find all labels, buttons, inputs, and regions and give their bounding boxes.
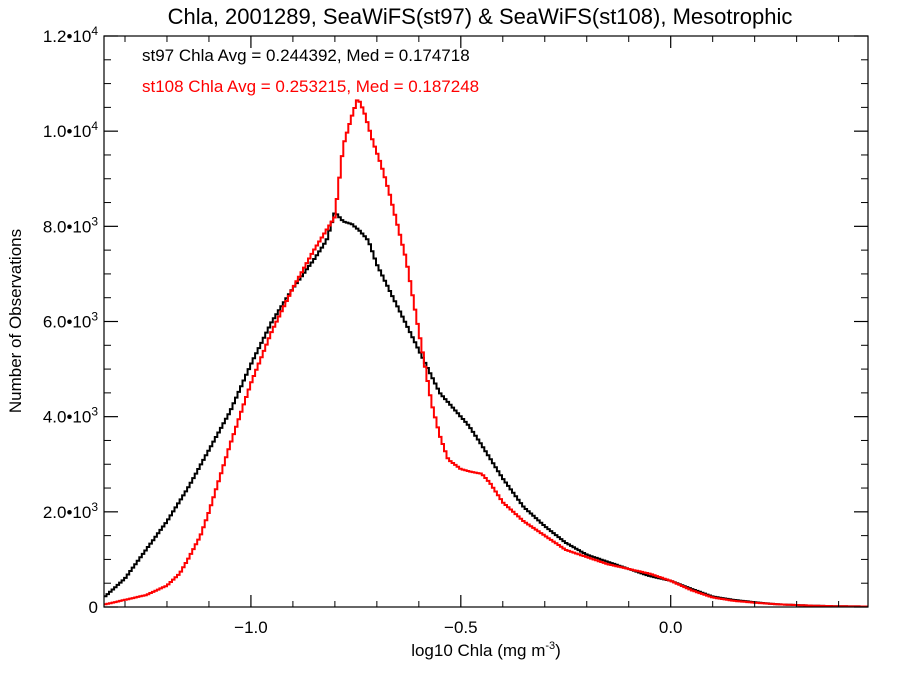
y-tick-label-1: 2.0•103 xyxy=(43,500,99,522)
x-tick-label-2: 0.0 xyxy=(659,618,683,637)
x-tick-label-0: −1.0 xyxy=(234,618,268,637)
annotation-st108: st108 Chla Avg = 0.253215, Med = 0.18724… xyxy=(142,77,479,96)
y-tick-label-2: 4.0•103 xyxy=(43,405,99,427)
y-tick-label-3: 6.0•103 xyxy=(43,310,99,332)
x-axis-label-text: log10 Chla (mg m xyxy=(411,641,545,660)
x-axis: −1.0 −0.5 0.0 xyxy=(124,36,840,637)
x-axis-label-close: ) xyxy=(555,641,561,660)
series-1-line xyxy=(104,99,868,608)
y-tick-label-5: 1.0•104 xyxy=(43,119,99,141)
y-axis-label: Number of Observations xyxy=(6,229,25,413)
annotations: st97 Chla Avg = 0.244392, Med = 0.174718… xyxy=(142,46,479,96)
x-axis-label-sup: -3 xyxy=(545,640,555,652)
plot-frame xyxy=(103,35,869,608)
x-axis-label: log10 Chla (mg m-3) xyxy=(411,640,561,660)
series-layer xyxy=(104,99,868,608)
y-tick-label-6: 1.2•104 xyxy=(43,24,99,46)
x-tick-label-1: −0.5 xyxy=(444,618,478,637)
y-tick-label-4: 8.0•103 xyxy=(43,214,99,236)
chart-title: Chla, 2001289, SeaWiFS(st97) & SeaWiFS(s… xyxy=(168,4,793,29)
y-tick-label-0: 0 xyxy=(89,598,98,617)
y-axis: 0 2.0•103 4.0•103 6.0•103 8.0•103 1.0•104 1.2•… xyxy=(43,24,868,617)
annotation-st97: st97 Chla Avg = 0.244392, Med = 0.174718 xyxy=(142,46,470,65)
series-0-line xyxy=(104,212,868,608)
